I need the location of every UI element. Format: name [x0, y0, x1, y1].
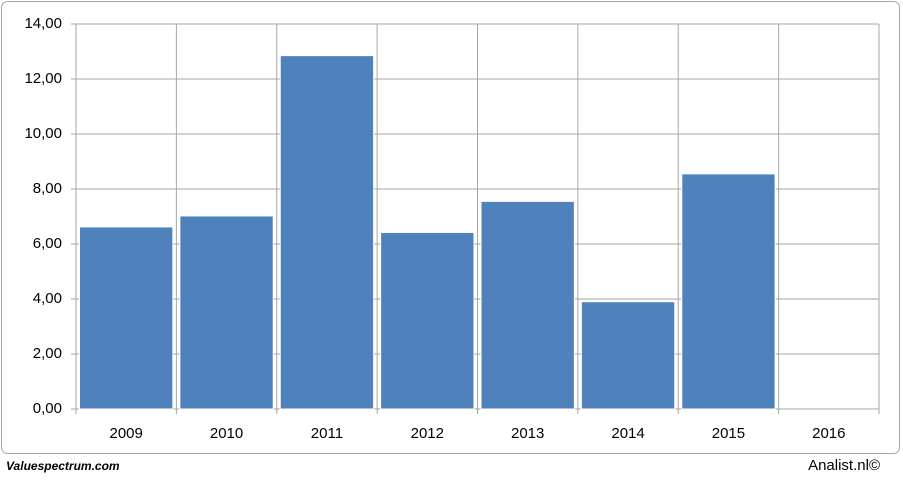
- x-tick-label: 2011: [311, 425, 343, 442]
- x-tick-label: 2010: [210, 425, 243, 442]
- bar: [480, 200, 575, 410]
- x-tick-label: 2013: [511, 425, 544, 442]
- y-tick-label: 8,00: [33, 180, 62, 197]
- x-tick-label: 2016: [812, 425, 845, 442]
- bar: [580, 301, 676, 410]
- x-tick-label: 2014: [611, 425, 644, 442]
- bar: [279, 55, 375, 410]
- bar: [681, 173, 776, 410]
- source-right: Analist.nl©: [808, 457, 880, 474]
- source-left: Valuespectrum.com: [6, 459, 120, 473]
- y-tick-label: 2,00: [33, 345, 62, 362]
- y-tick-label: 14,00: [24, 15, 62, 32]
- y-tick-label: 6,00: [33, 235, 62, 252]
- y-tick-label: 12,00: [24, 70, 62, 87]
- bar: [179, 215, 274, 410]
- bar: [380, 231, 475, 410]
- y-tick-label: 4,00: [33, 290, 62, 307]
- y-tick-label: 0,00: [33, 400, 62, 417]
- y-tick-label: 10,00: [24, 125, 62, 142]
- x-tick-label: 2015: [712, 425, 745, 442]
- x-tick-label: 2009: [110, 425, 143, 442]
- x-tick-label: 2012: [411, 425, 444, 442]
- bar: [79, 226, 174, 410]
